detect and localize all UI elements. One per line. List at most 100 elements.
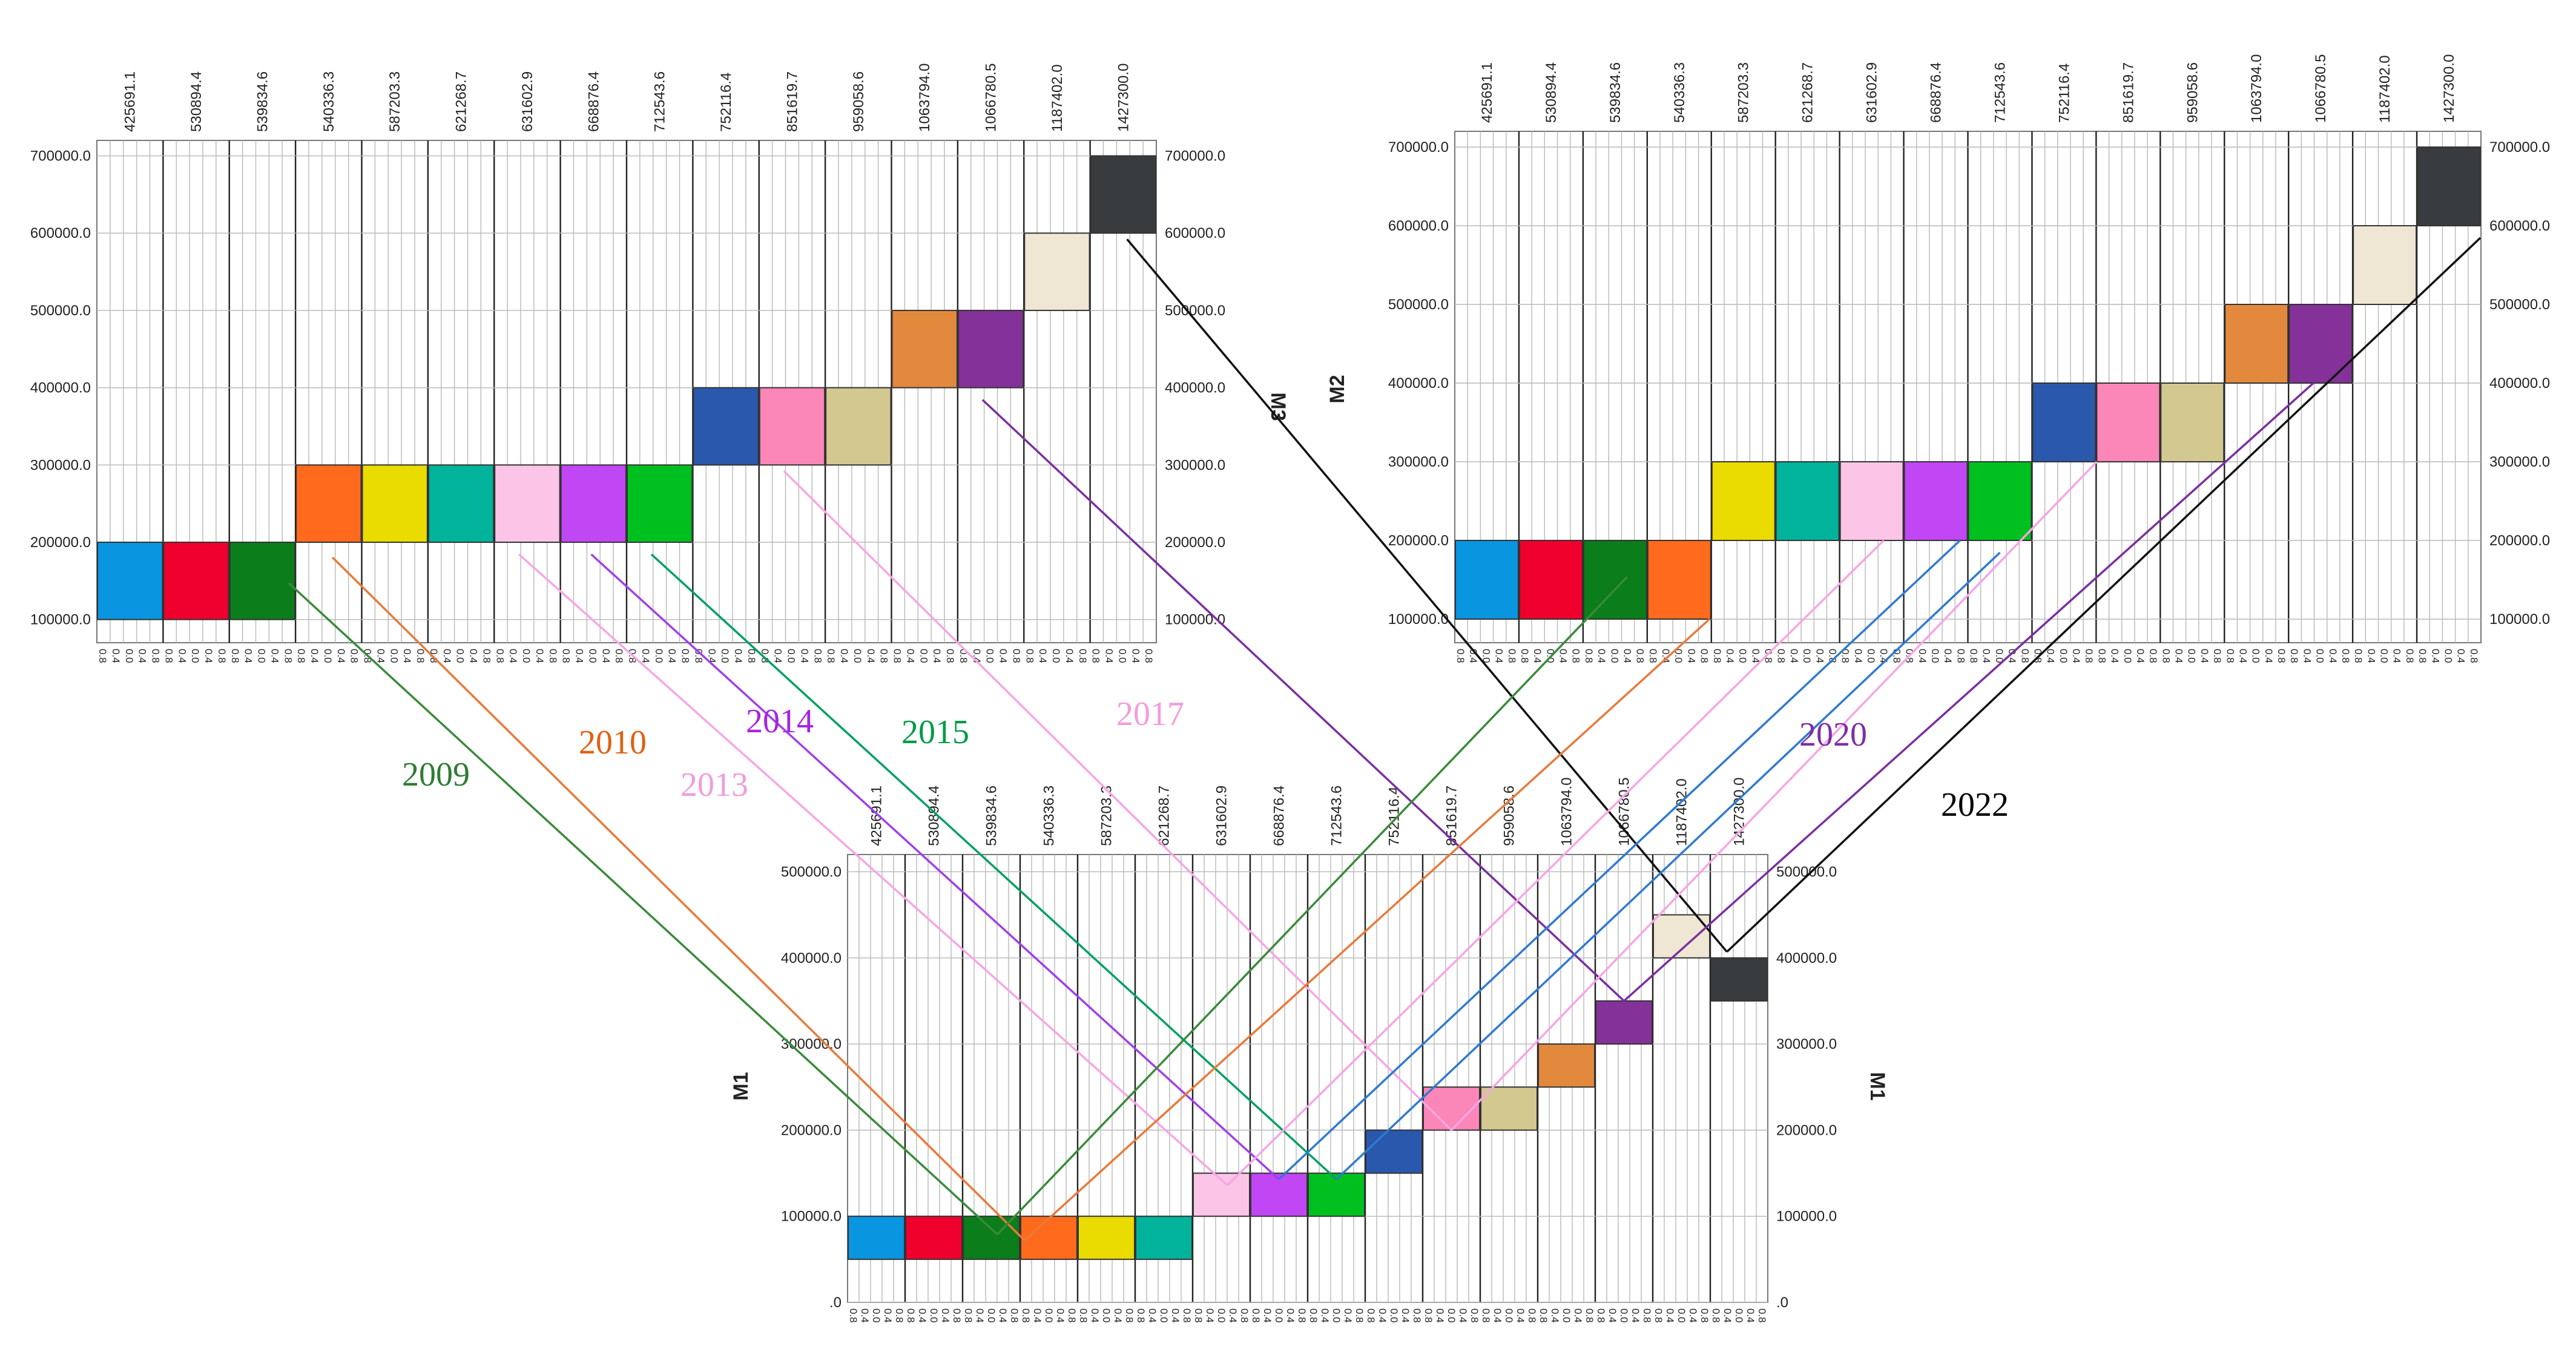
y-tick-label: 200000.0: [1776, 1122, 1837, 1138]
cell-m3-13: [957, 309, 1024, 389]
bottom-tick-label: 0.4: [2365, 649, 2377, 663]
x-category-label: 540336.3: [1672, 62, 1688, 123]
connector-line: [1623, 382, 2314, 1002]
bottom-tick-label: 0.8: [894, 1308, 905, 1323]
cell-m1-7: [1250, 1172, 1308, 1217]
connector-line: [650, 553, 1337, 1180]
bottom-tick-label: 0.4: [2237, 649, 2248, 663]
cell-m3-1: [163, 542, 229, 620]
connector-line: [1024, 618, 1710, 1241]
cell-m1-12: [1538, 1043, 1595, 1088]
x-category-label: 539834.6: [254, 71, 271, 132]
bottom-tick-label: 0.8: [2160, 649, 2172, 663]
panel-title-m1-right: M1: [1866, 1072, 1889, 1100]
cell-m1-5: [1135, 1215, 1193, 1260]
y-tick-label: 100000.0: [1165, 612, 1225, 628]
bottom-tick-label: 0.0: [1609, 649, 1620, 663]
bottom-tick-label: 0.8: [1584, 1308, 1595, 1323]
bottom-tick-label: 0.4: [1319, 1308, 1331, 1323]
cell-m2-2: [1583, 540, 1647, 620]
bottom-tick-label: 0.0: [1737, 649, 1748, 663]
bottom-tick-label: 0.4: [998, 649, 1009, 663]
y-tick-label: 600000.0: [1388, 218, 1449, 234]
panel-m1: .0 .0 100000.0 100000.0 200000.0 200000.0 3000…: [730, 778, 1889, 1323]
bottom-tick-label: 0.0: [1050, 649, 1062, 663]
bottom-tick-label: 0.4: [1037, 649, 1049, 663]
cell-m1-3: [1020, 1215, 1078, 1260]
bottom-tick-label: 0.0: [1273, 1308, 1285, 1323]
bottom-tick-label: 0.4: [940, 1308, 951, 1323]
bottom-tick-label: 0.4: [1664, 1308, 1676, 1323]
bottom-tick-label: 0.0: [1733, 1308, 1745, 1323]
x-category-label: 539834.6: [984, 786, 1000, 846]
x-category-label: 668876.4: [1271, 786, 1288, 846]
bottom-tick-label: 0.8: [1078, 1308, 1089, 1323]
bottom-tick-label: 0.4: [1104, 649, 1115, 663]
bottom-tick-label: 0.4: [931, 649, 943, 663]
y-tick-label: 200000.0: [1388, 533, 1449, 549]
x-category-label: 851619.7: [784, 71, 800, 132]
bottom-tick-label: 0.4: [1089, 1308, 1101, 1323]
bottom-tick-label: 0.8: [1756, 1308, 1768, 1323]
cell-m1-8: [1308, 1172, 1365, 1217]
cell-m3-4: [361, 464, 428, 543]
bottom-tick-label: 0.0: [2122, 649, 2133, 663]
year-label-2014: 2014: [746, 703, 814, 740]
x-category-label: 851619.7: [2120, 62, 2136, 123]
y-tick-label: 300000.0: [2489, 454, 2550, 470]
bottom-tick-label: 0.4: [1750, 649, 1761, 663]
x-category-label: 621268.7: [1156, 786, 1173, 846]
x-category-label: 540336.3: [1041, 786, 1058, 846]
bottom-tick-label: 0.8: [2224, 649, 2236, 663]
x-category-label: 621268.7: [1800, 62, 1816, 123]
x-category-label: 1063794.0: [2248, 54, 2265, 123]
bottom-tick-label: 0.8: [963, 1308, 974, 1323]
cell-m2-12: [2224, 304, 2289, 384]
x-category-label: 631602.9: [519, 71, 536, 132]
x-category-label: 712543.6: [1329, 786, 1345, 846]
y-tick-label: 300000.0: [30, 457, 91, 473]
y-tick-label: 200000.0: [2489, 533, 2550, 549]
y-tick-label: 100000.0: [781, 1209, 842, 1225]
bottom-tick-label: 0.8: [163, 649, 174, 663]
bottom-tick-label: 0.8: [415, 649, 426, 663]
y-tick-label: 300000.0: [1165, 457, 1225, 473]
bottom-tick-label: 0.4: [203, 649, 214, 663]
bottom-tick-label: 0.4: [1494, 649, 1505, 663]
bottom-tick-label: 0.4: [1400, 1308, 1411, 1323]
x-category-label: 631602.9: [1864, 62, 1880, 123]
x-category-label: 530894.4: [1543, 62, 1560, 123]
y-tick-label: 100000.0: [2489, 611, 2550, 628]
bottom-tick-label: 0.0: [918, 649, 929, 663]
bottom-tick-label: 0.0: [2250, 649, 2262, 663]
bottom-tick-label: 0.8: [1296, 1308, 1308, 1323]
bottom-tick-label: 0.8: [892, 649, 903, 663]
x-category-label: 1427300.0: [1731, 778, 1748, 846]
x-category-label: 851619.7: [1444, 786, 1460, 846]
y-tick-label: .0: [1776, 1295, 1788, 1311]
bottom-tick-label: 0.8: [1480, 1308, 1492, 1323]
bottom-tick-label: 0.8: [2212, 649, 2223, 663]
bottom-tick-label: 0.8: [1009, 1308, 1020, 1323]
y-tick-label: 700000.0: [30, 148, 91, 165]
bottom-tick-label: 0.8: [812, 649, 823, 663]
bottom-tick-label: 0.4: [2199, 649, 2210, 663]
bottom-tick-label: 0.8: [1193, 1308, 1204, 1323]
bottom-tick-label: 0.0: [2058, 649, 2069, 663]
bottom-tick-label: 0.8: [2340, 649, 2351, 663]
bottom-tick-label: 0.8: [97, 649, 108, 663]
x-category-label: 959058.6: [2184, 62, 2201, 123]
cell-m2-10: [2096, 382, 2161, 462]
bottom-tick-label: 0.8: [150, 649, 162, 663]
bottom-tick-label: 0.8: [1519, 649, 1530, 663]
bottom-tick-label: 0.4: [2429, 649, 2441, 663]
bottom-tick-label: 0.0: [1618, 1308, 1630, 1323]
bottom-tick-label: 0.0: [189, 649, 201, 663]
year-label-2009: 2009: [402, 756, 470, 793]
bottom-tick-label: 0.4: [1981, 649, 1992, 663]
year-label-2017: 2017: [1116, 695, 1184, 733]
bottom-tick-label: 0.4: [1549, 1308, 1561, 1323]
bottom-tick-label: 0.4: [2173, 649, 2185, 663]
bottom-tick-label: 0.4: [1745, 1308, 1756, 1323]
bottom-tick-label: 0.4: [2070, 649, 2082, 663]
